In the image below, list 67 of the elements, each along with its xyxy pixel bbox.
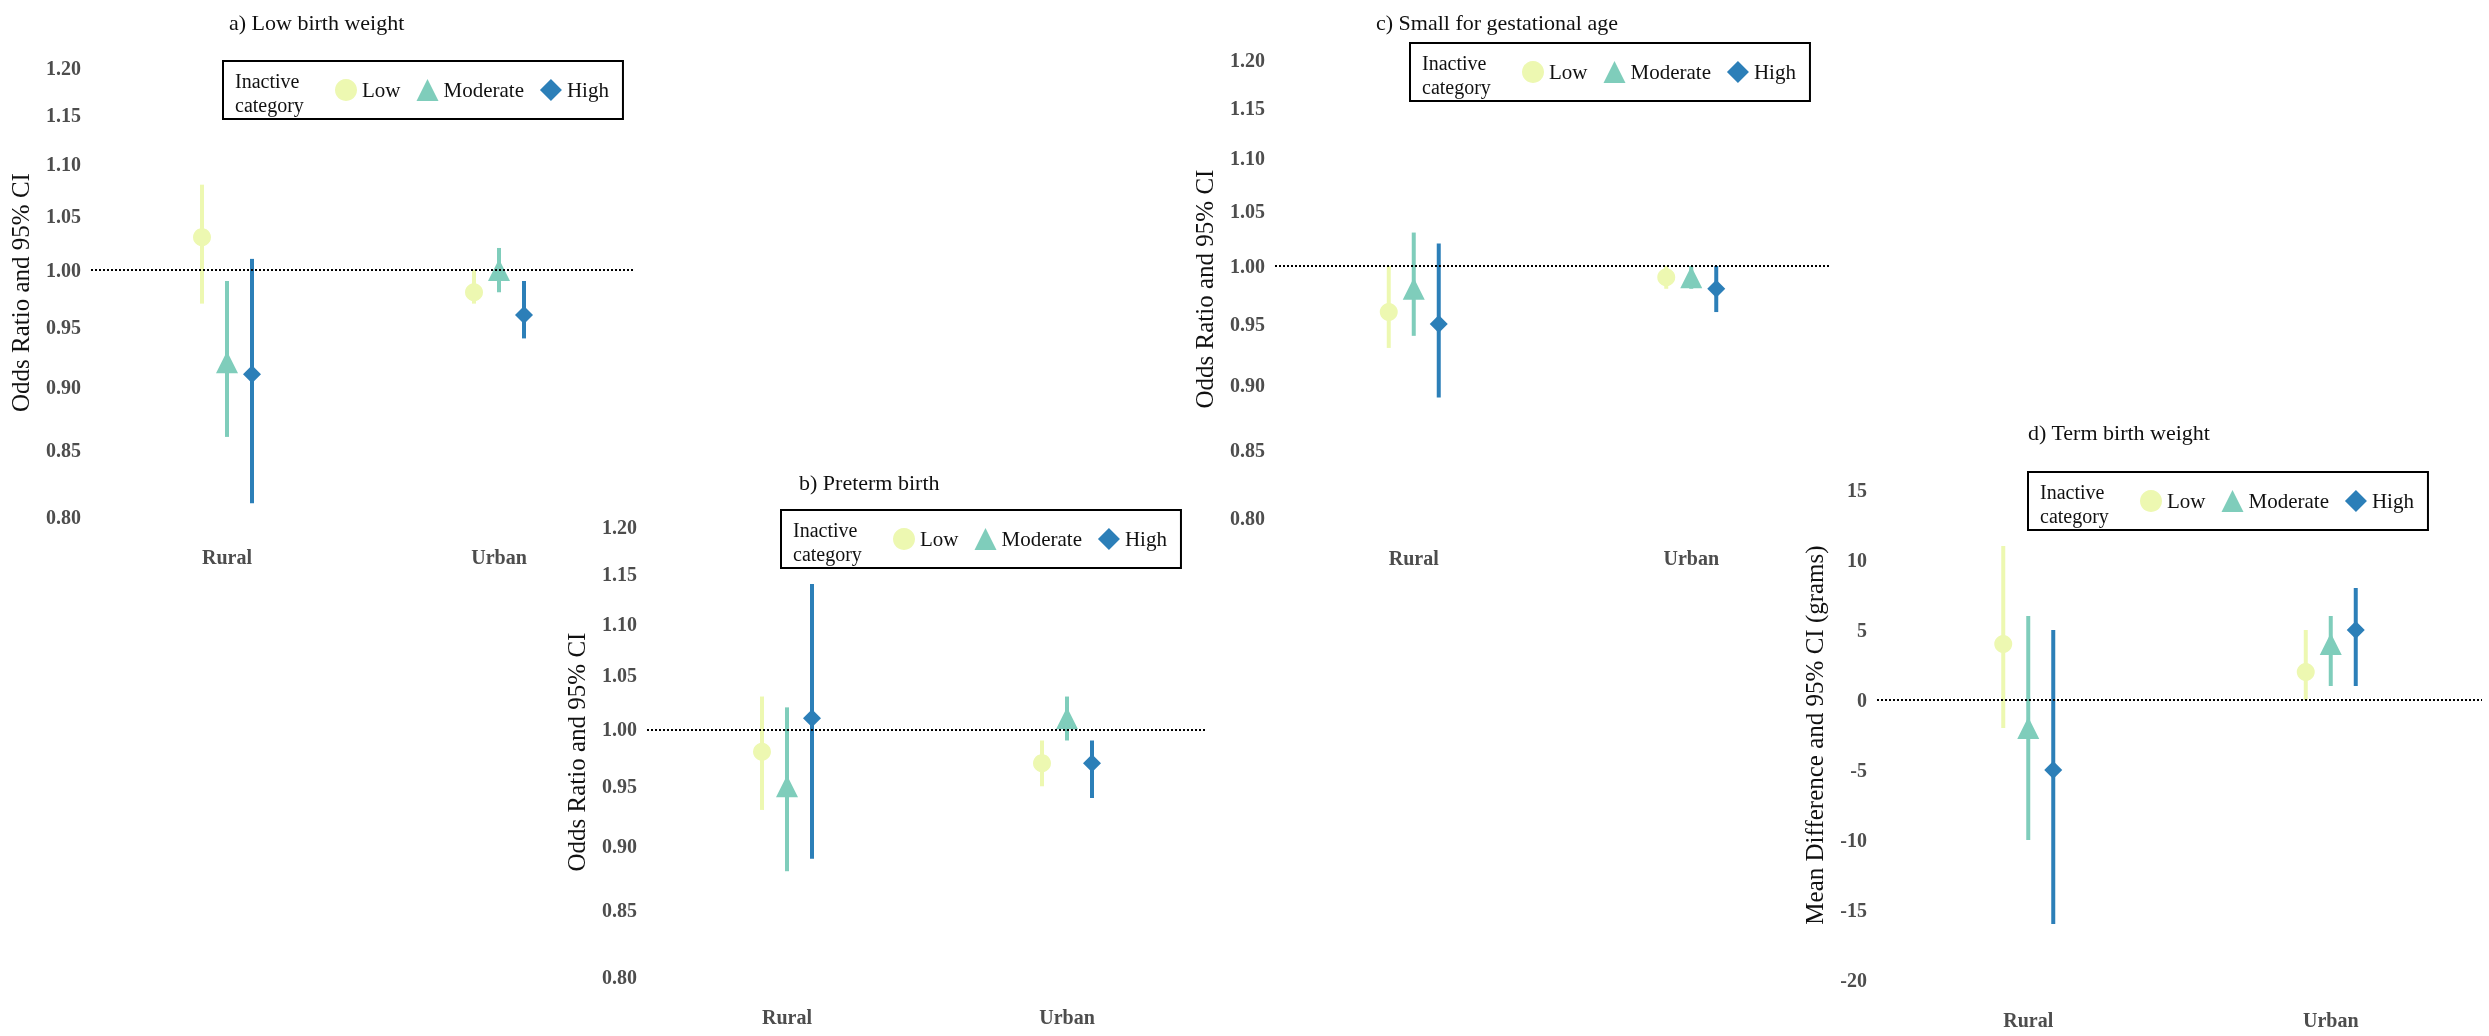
legend-label: High [1753, 60, 1797, 84]
legend-label: Moderate [443, 78, 524, 102]
y-tick-label: -5 [1850, 759, 1867, 781]
y-tick-label: 1.05 [46, 204, 81, 227]
y-tick-label: 0.85 [602, 898, 637, 921]
chart-title: c) Small for gestational age [1376, 9, 1618, 35]
x-tick-label: Rural [762, 1006, 813, 1028]
y-tick-label: 0.85 [1230, 438, 1265, 461]
y-axis-title: Odds Ratio and 95% CI [563, 632, 590, 872]
legend-label: Moderate [1001, 527, 1082, 551]
y-tick-label: 1.00 [602, 718, 637, 741]
legend-label: High [566, 78, 610, 102]
x-tick-label: Rural [2003, 1009, 2054, 1031]
y-tick-label: 0.90 [1230, 373, 1265, 396]
y-tick-label: 0.80 [1230, 507, 1265, 529]
y-tick-label: 1.00 [46, 258, 81, 281]
chart-title: d) Term birth weight [2028, 419, 2210, 445]
legend-label: Moderate [2248, 489, 2329, 513]
legend-title: Inactive category [235, 70, 305, 117]
legend-label: Low [362, 78, 402, 102]
y-tick-label: 1.00 [1230, 254, 1265, 277]
chart-title: a) Low birth weight [229, 9, 405, 35]
y-axis-title: Mean Difference and 95% CI (grams) [1801, 545, 1829, 925]
y-tick-label: 5 [1857, 619, 1867, 641]
y-tick-label: 1.10 [1230, 147, 1265, 170]
y-tick-label: 1.05 [1230, 199, 1265, 222]
y-tick-label: 10 [1847, 549, 1867, 571]
y-tick-label: 1.15 [46, 104, 81, 127]
x-tick-label: Urban [1663, 547, 1720, 569]
x-tick-label: Rural [1388, 547, 1440, 569]
y-tick-label: 0.95 [1230, 312, 1265, 335]
y-tick-label: 1.10 [46, 153, 81, 176]
y-tick-label: 1.20 [602, 516, 637, 538]
y-tick-label: 0.95 [46, 315, 81, 338]
legend-title: Inactive category [1422, 52, 1492, 99]
y-axis-title: Odds Ratio and 95% CI [1191, 169, 1218, 409]
legend-label: Moderate [1630, 60, 1711, 84]
chart-title: b) Preterm birth [799, 469, 940, 495]
x-tick-label: Rural [202, 546, 253, 568]
legend-label: Low [2167, 489, 2207, 513]
y-tick-label: 1.20 [1230, 49, 1265, 71]
legend-label: High [1124, 527, 1168, 551]
y-tick-label: 0.85 [46, 438, 81, 461]
y-tick-label: 0.80 [46, 506, 81, 528]
x-tick-label: Urban [2302, 1009, 2359, 1031]
legend-title: Inactive category [793, 519, 863, 566]
y-tick-label: -15 [1840, 899, 1867, 921]
y-tick-label: 0 [1857, 689, 1867, 711]
legend-label: High [2371, 489, 2415, 513]
y-tick-label: 0.90 [46, 375, 81, 398]
y-tick-label: 15 [1847, 479, 1867, 501]
legend-label: Low [1549, 60, 1589, 84]
y-tick-label: 0.95 [602, 775, 637, 798]
legend-title: Inactive category [2040, 481, 2110, 528]
y-tick-label: -20 [1840, 969, 1867, 991]
y-tick-label: 1.10 [602, 612, 637, 635]
y-axis-title: Odds Ratio and 95% CI [7, 173, 34, 412]
y-tick-label: 1.15 [602, 563, 637, 586]
y-tick-label: 1.15 [1230, 97, 1265, 120]
y-tick-label: 1.20 [46, 57, 81, 79]
y-tick-label: 1.05 [602, 664, 637, 687]
legend-label: Low [920, 527, 960, 551]
x-tick-label: Urban [471, 546, 527, 568]
y-tick-label: 0.90 [602, 835, 637, 858]
y-tick-label: 0.80 [602, 966, 637, 988]
y-tick-label: -10 [1840, 829, 1867, 851]
x-tick-label: Urban [1039, 1006, 1095, 1028]
